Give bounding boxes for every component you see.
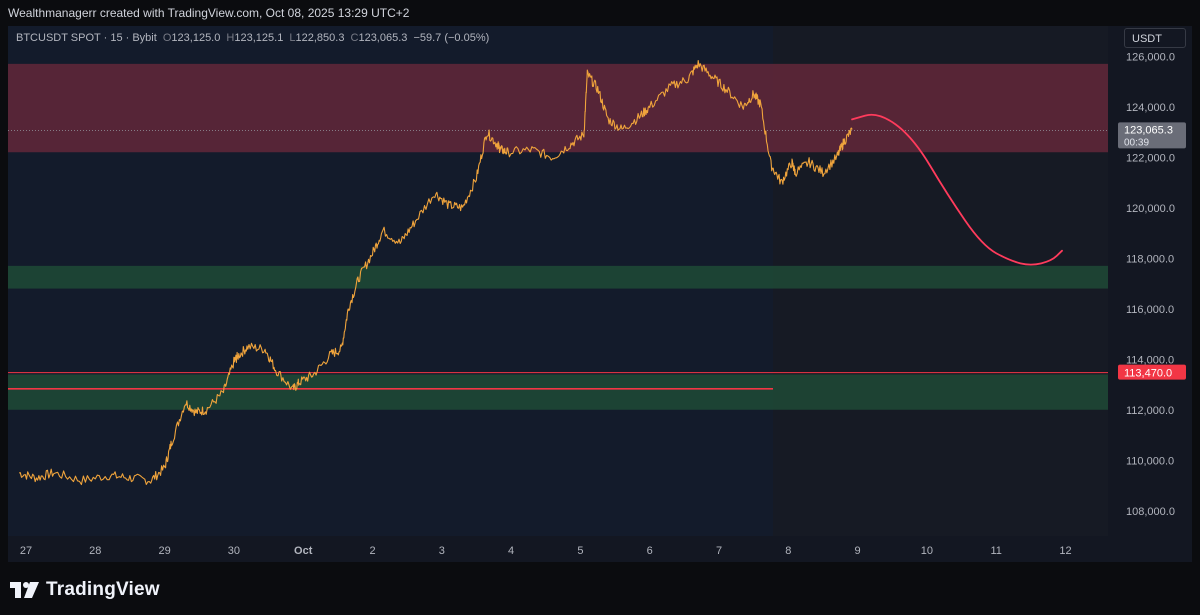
open-label: O: [162, 32, 172, 44]
x-tick-label: 9: [855, 545, 861, 557]
low-label: L: [289, 32, 296, 44]
y-tick-label: 110,000.0: [1126, 455, 1174, 467]
currency-selector[interactable]: USDT: [1124, 28, 1186, 48]
current-price-badge: [1118, 122, 1186, 149]
close-label: C: [350, 32, 359, 44]
level-price-badge: [1118, 364, 1186, 380]
change-value: −59.7 (−0.05%): [413, 32, 490, 44]
y-tick-label: 126,000.0: [1126, 51, 1175, 63]
x-tick-label: 27: [20, 545, 32, 557]
y-tick-label: 124,000.0: [1126, 102, 1175, 114]
brand-name: TradingView: [46, 579, 160, 600]
x-tick-label: 3: [439, 545, 445, 557]
level-price-label: 113,470.0: [1124, 368, 1172, 380]
support-zone: [8, 374, 1108, 410]
current-price-label: 123,065.3: [1124, 124, 1173, 136]
y-tick-label: 122,000.0: [1126, 152, 1175, 164]
x-tick-label: 7: [716, 545, 722, 557]
x-tick-label: 30: [228, 545, 240, 557]
tradingview-logo-icon: [10, 582, 39, 598]
x-tick-label: 11: [990, 545, 1001, 557]
close-value: 123,065.3: [358, 32, 408, 44]
x-tick-label: 2: [369, 545, 375, 557]
chart-area[interactable]: 126,000.0 124,000.0 122,000.0 120,000.0 118,…: [8, 26, 1192, 562]
x-tick-label: 12: [1059, 545, 1071, 557]
x-tick-label: 5: [577, 545, 583, 557]
resistance-zone: [8, 63, 1108, 153]
y-tick-label: 116,000.0: [1126, 304, 1174, 316]
x-tick-label: 10: [921, 545, 933, 557]
price-series-line: [18, 60, 853, 486]
x-tick-label: Oct: [294, 545, 313, 557]
x-tick-label: 8: [785, 545, 791, 557]
open-value: 123,125.0: [171, 32, 221, 44]
y-tick-label: 114,000.0: [1126, 354, 1174, 366]
low-value: 122,850.3: [295, 32, 345, 44]
y-tick-label: 118,000.0: [1126, 253, 1174, 265]
x-tick-label: 29: [158, 545, 170, 557]
countdown-label: 00:39: [1124, 137, 1149, 148]
price-chart[interactable]: 126,000.0 124,000.0 122,000.0 120,000.0 118,…: [8, 26, 1192, 562]
y-tick-label: 112,000.0: [1126, 405, 1174, 417]
support-zone: [8, 265, 1108, 289]
symbol-legend[interactable]: BTCUSDT SPOT · 15 · Bybit O123,125.0 H12…: [16, 32, 489, 44]
high-value: 123,125.1: [234, 32, 284, 44]
tradingview-logo[interactable]: TradingView: [10, 576, 160, 604]
high-label: H: [226, 32, 235, 44]
y-tick-label: 108,000.0: [1126, 506, 1175, 518]
symbol-name[interactable]: BTCUSDT SPOT · 15 · Bybit: [16, 32, 157, 44]
chart-caption: Wealthmanagerr created with TradingView.…: [8, 6, 410, 20]
x-tick-label: 28: [89, 545, 101, 557]
y-tick-label: 120,000.0: [1126, 203, 1175, 215]
x-tick-label: 4: [508, 545, 514, 557]
x-tick-label: 6: [647, 545, 653, 557]
projection-curve: [851, 113, 1063, 266]
